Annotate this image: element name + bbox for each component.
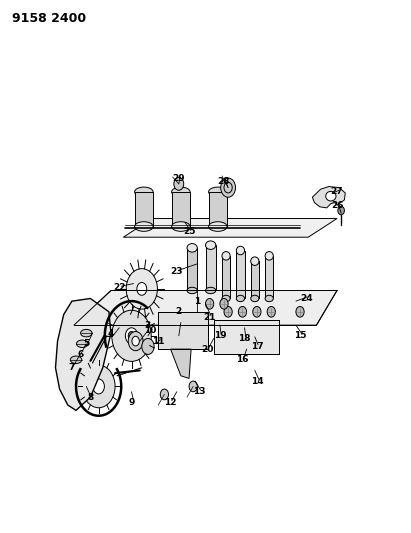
Circle shape — [267, 306, 275, 317]
Ellipse shape — [187, 244, 197, 252]
Text: 26: 26 — [331, 201, 343, 209]
Text: 6: 6 — [77, 350, 83, 359]
Ellipse shape — [135, 187, 153, 197]
Ellipse shape — [187, 287, 197, 294]
Text: 27: 27 — [331, 188, 343, 196]
Text: 13: 13 — [193, 387, 206, 396]
Circle shape — [220, 298, 228, 309]
Ellipse shape — [251, 257, 259, 265]
Text: 16: 16 — [236, 356, 249, 364]
Bar — [187, 248, 197, 290]
Ellipse shape — [326, 191, 336, 201]
Circle shape — [338, 206, 344, 215]
Circle shape — [93, 379, 104, 394]
Polygon shape — [74, 290, 337, 325]
Ellipse shape — [208, 187, 227, 197]
Ellipse shape — [76, 340, 88, 348]
Polygon shape — [171, 349, 191, 378]
Circle shape — [112, 310, 151, 361]
Text: 5: 5 — [83, 340, 90, 348]
Ellipse shape — [265, 295, 273, 302]
Bar — [236, 251, 245, 298]
Text: 17: 17 — [251, 342, 263, 351]
Text: 4: 4 — [108, 329, 114, 337]
Text: 7: 7 — [69, 364, 75, 372]
Ellipse shape — [171, 187, 190, 197]
Circle shape — [174, 177, 184, 190]
Circle shape — [189, 381, 197, 392]
Text: 23: 23 — [171, 268, 183, 276]
Text: 12: 12 — [164, 398, 177, 407]
Ellipse shape — [171, 222, 190, 231]
Circle shape — [296, 306, 304, 317]
Text: 11: 11 — [152, 337, 164, 345]
Ellipse shape — [81, 329, 92, 337]
Text: 24: 24 — [300, 294, 312, 303]
Ellipse shape — [208, 222, 227, 231]
Ellipse shape — [70, 356, 82, 364]
Text: 2: 2 — [175, 308, 182, 316]
Text: 9: 9 — [128, 398, 135, 407]
Ellipse shape — [135, 222, 153, 231]
Text: 14: 14 — [251, 377, 263, 385]
Bar — [222, 256, 230, 298]
Circle shape — [224, 306, 232, 317]
Circle shape — [142, 338, 154, 354]
Bar — [209, 192, 227, 227]
Circle shape — [137, 282, 147, 295]
Text: 19: 19 — [214, 332, 226, 340]
Polygon shape — [123, 219, 337, 237]
Text: 28: 28 — [218, 177, 230, 185]
Polygon shape — [312, 187, 345, 208]
Ellipse shape — [236, 295, 245, 302]
Ellipse shape — [222, 295, 230, 302]
Circle shape — [128, 332, 135, 340]
Circle shape — [82, 365, 115, 408]
Bar — [158, 312, 208, 349]
Ellipse shape — [251, 295, 259, 302]
Text: 10: 10 — [144, 326, 156, 335]
Text: 25: 25 — [183, 228, 195, 236]
Text: 1: 1 — [194, 297, 201, 305]
Ellipse shape — [222, 252, 230, 260]
Text: 15: 15 — [294, 332, 306, 340]
Circle shape — [128, 332, 143, 351]
Circle shape — [160, 389, 169, 400]
Text: 18: 18 — [238, 334, 251, 343]
Text: 3: 3 — [145, 321, 151, 329]
Bar — [214, 320, 279, 354]
Circle shape — [132, 336, 139, 346]
Bar — [172, 192, 190, 227]
Circle shape — [126, 269, 157, 309]
Ellipse shape — [206, 287, 216, 294]
Bar — [265, 256, 273, 298]
Bar — [251, 261, 259, 298]
Text: 9158 2400: 9158 2400 — [12, 12, 86, 25]
Ellipse shape — [265, 252, 273, 260]
Ellipse shape — [206, 241, 216, 249]
Polygon shape — [55, 298, 111, 410]
Circle shape — [238, 306, 247, 317]
Text: 29: 29 — [173, 174, 185, 183]
Bar — [206, 245, 216, 290]
Circle shape — [253, 306, 261, 317]
Bar — [134, 192, 153, 227]
Ellipse shape — [236, 246, 245, 255]
Text: 21: 21 — [203, 313, 216, 321]
Circle shape — [206, 298, 214, 309]
Circle shape — [221, 178, 236, 197]
Text: 8: 8 — [87, 393, 94, 401]
Text: 20: 20 — [201, 345, 214, 353]
Circle shape — [125, 328, 138, 344]
Text: 22: 22 — [113, 284, 125, 292]
